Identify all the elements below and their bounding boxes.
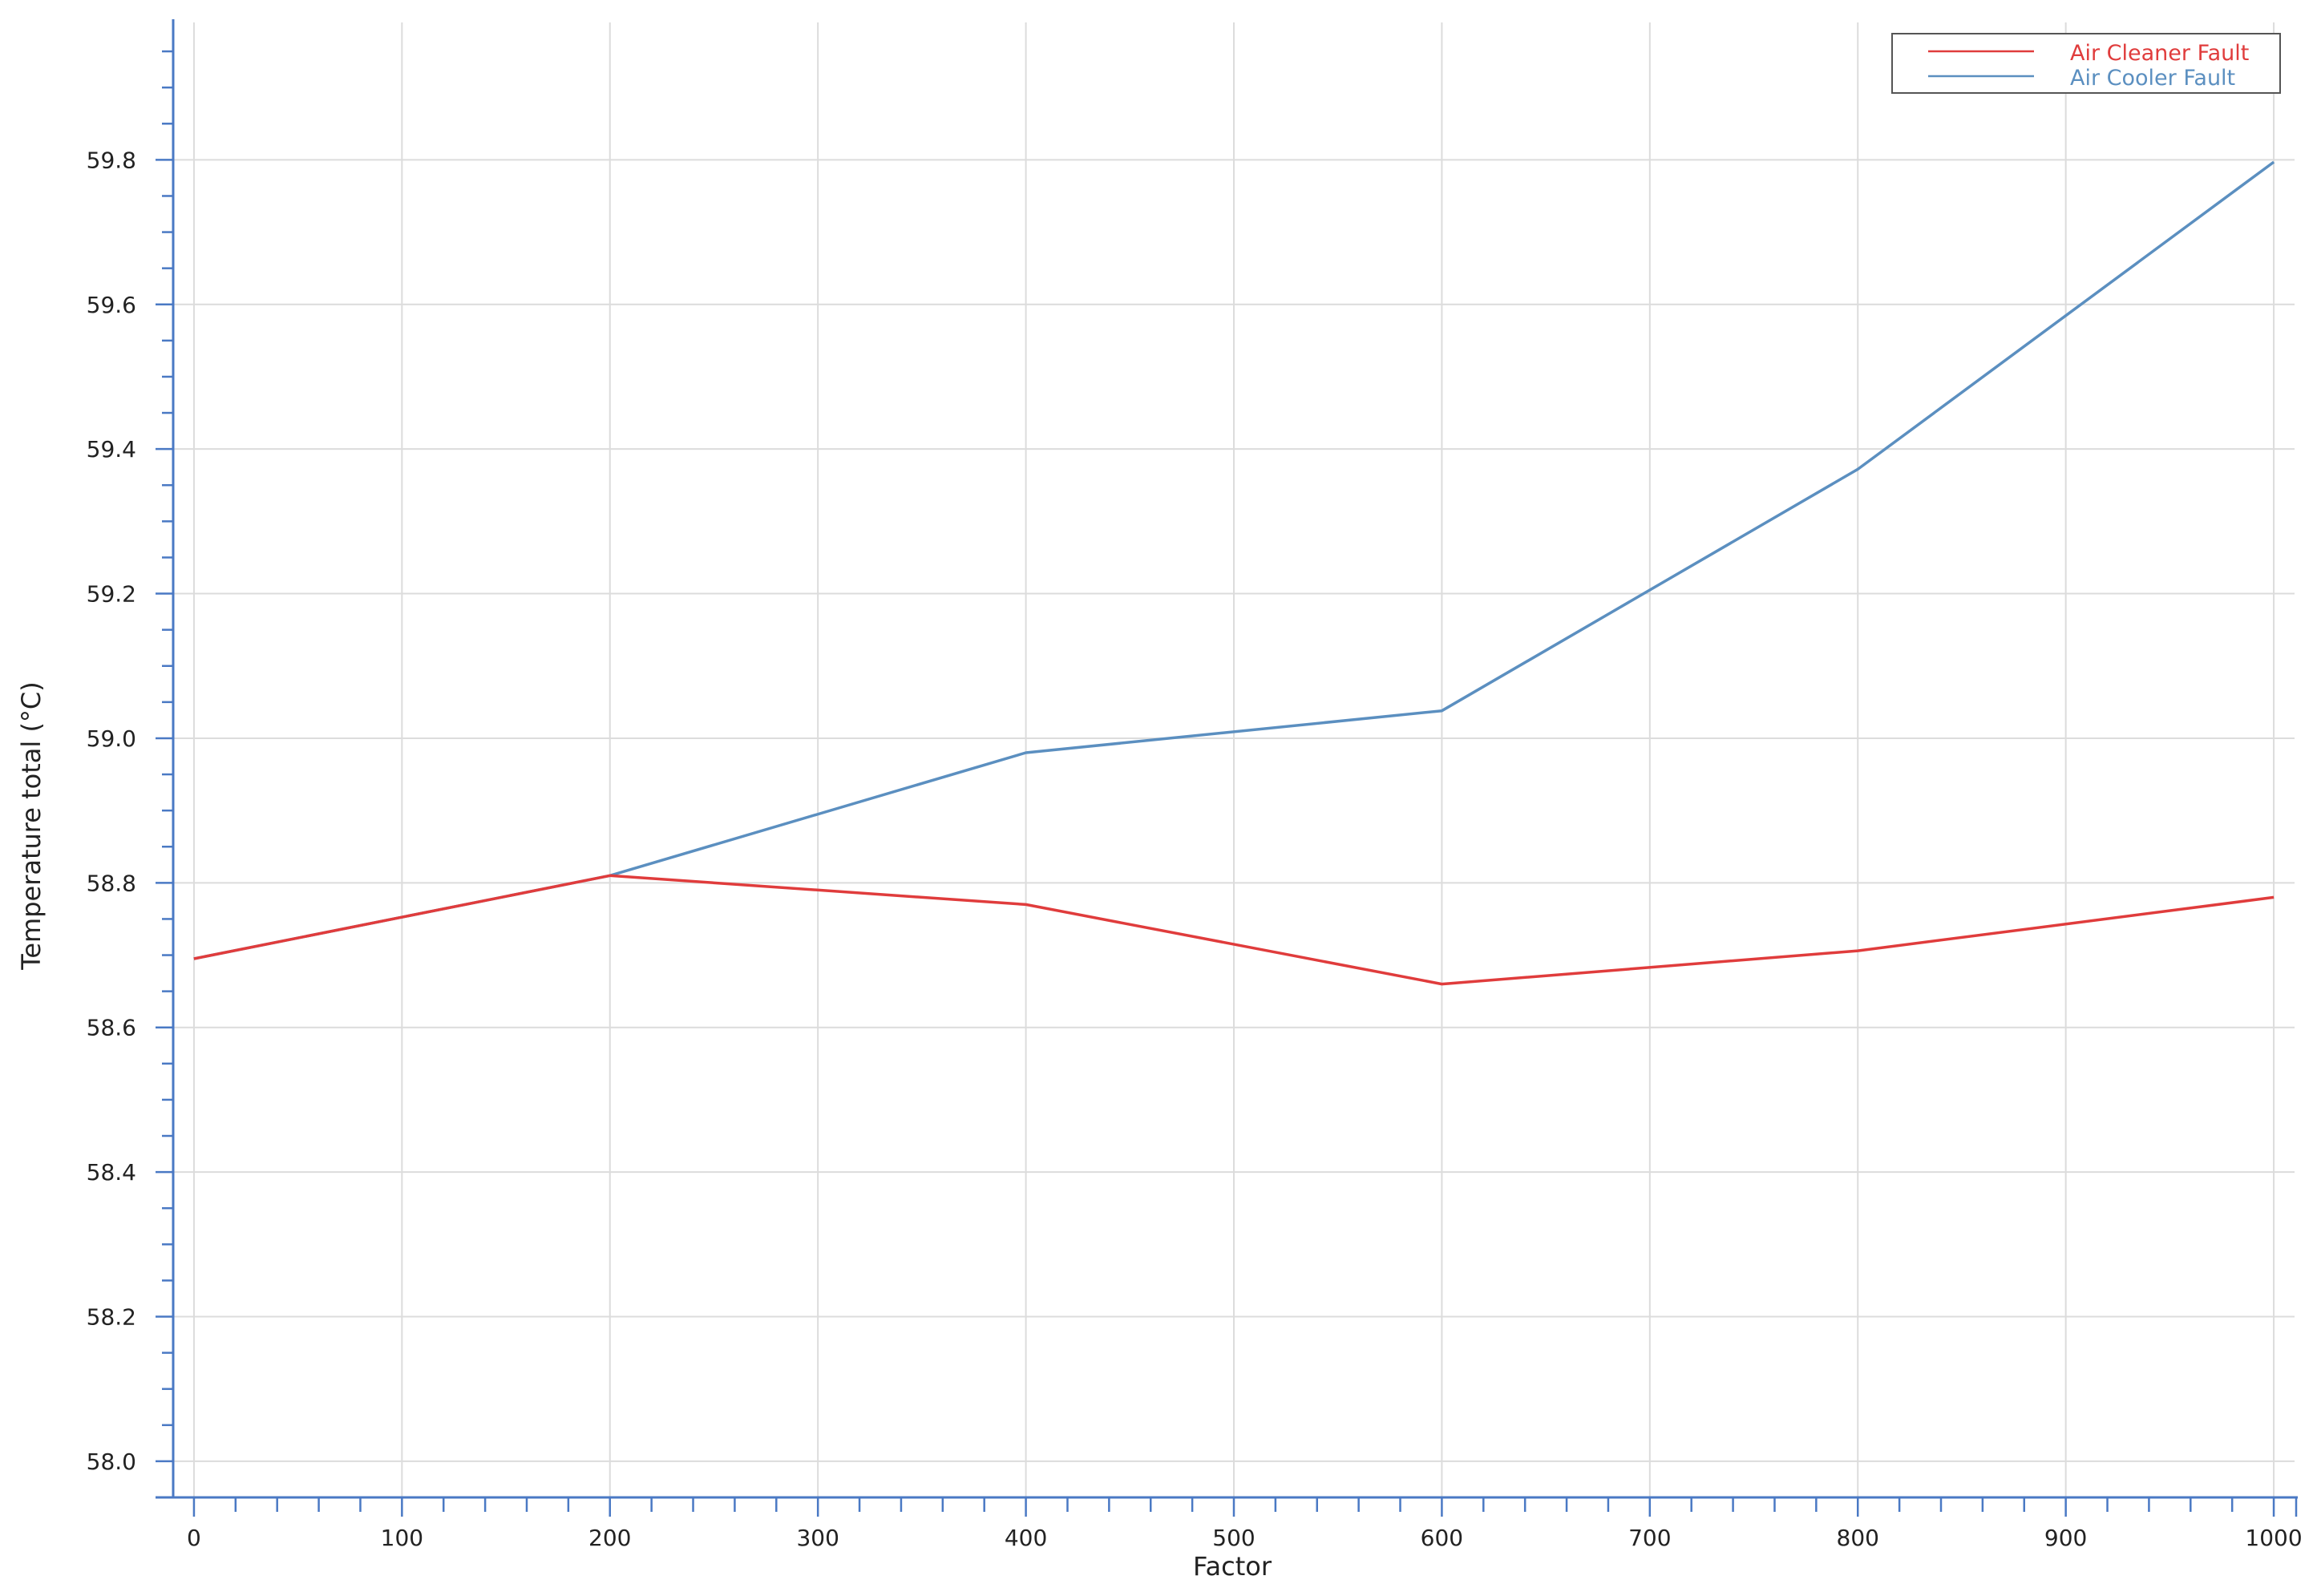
legend-label-air-cleaner: Air Cleaner Fault [2070, 41, 2249, 66]
x-tick-label: 800 [1837, 1525, 1879, 1551]
x-axis-label: Factor [1193, 1551, 1272, 1582]
x-tick-label: 200 [588, 1525, 631, 1551]
legend-box [1891, 33, 2281, 94]
y-tick-label: 58.2 [87, 1304, 136, 1331]
y-tick-label: 59.8 [87, 147, 136, 173]
x-tick-label: 600 [1421, 1525, 1463, 1551]
y-tick-label: 59.0 [87, 725, 136, 752]
x-tick-label: 500 [1212, 1525, 1255, 1551]
x-tick-label: 1000 [2245, 1525, 2302, 1551]
y-tick-label: 59.4 [87, 436, 136, 463]
x-tick-label: 300 [796, 1525, 839, 1551]
series-line-air-cleaner-fault [193, 874, 2275, 986]
series-lines [193, 160, 2275, 986]
y-tick-label: 58.8 [87, 870, 136, 896]
y-tick-label: 58.6 [87, 1015, 136, 1041]
legend-label-air-cooler: Air Cooler Fault [2070, 66, 2235, 91]
y-tick-label: 59.6 [87, 292, 136, 318]
x-tick-label: 400 [1005, 1525, 1047, 1551]
x-tick-label: 0 [187, 1525, 201, 1551]
x-tick-label: 700 [1628, 1525, 1671, 1551]
y-axis-label: Temperature total (°C) [16, 681, 47, 971]
x-tick-label: 900 [2044, 1525, 2087, 1551]
legend: Air Cleaner Fault Air Cooler Fault [1891, 33, 2281, 94]
y-tick-label: 59.2 [87, 581, 136, 608]
y-tick-label: 58.4 [87, 1159, 136, 1186]
y-tick-label: 58.0 [87, 1449, 136, 1475]
axes [156, 19, 2298, 1517]
x-tick-label: 100 [381, 1525, 423, 1551]
tick-labels: 0 100 200 300 400 500 600 700 800 900 1000 58.0 58.2… [87, 147, 2303, 1551]
grid [173, 22, 2295, 1497]
